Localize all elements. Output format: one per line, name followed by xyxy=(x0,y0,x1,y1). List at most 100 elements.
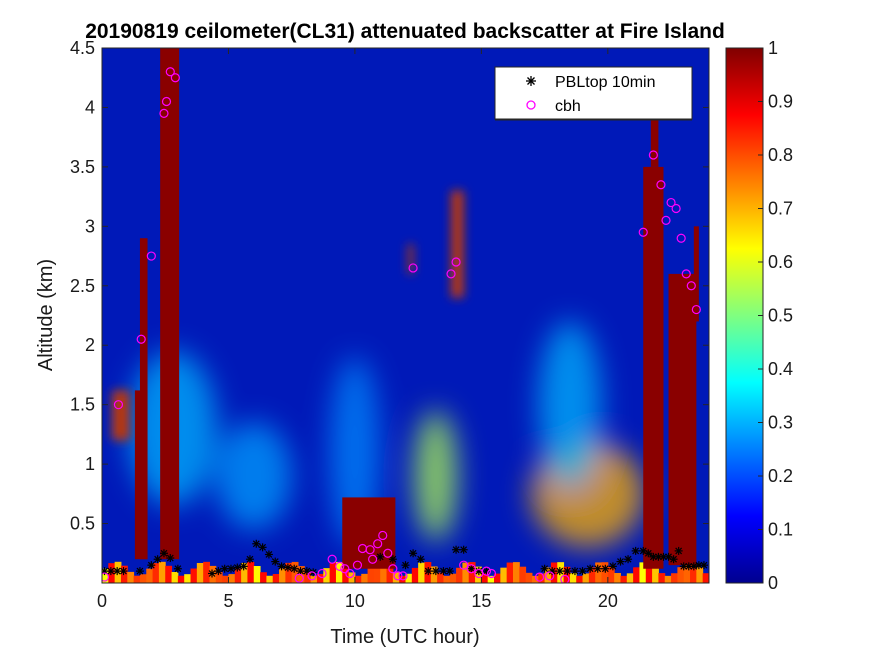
colorbar-tick-label: 0 xyxy=(768,573,778,593)
cbh-point xyxy=(161,96,172,107)
x-tick-label: 0 xyxy=(97,591,107,611)
colorbar-tick-label: 0.1 xyxy=(768,520,793,540)
cbh-point xyxy=(352,560,363,570)
surface-cell xyxy=(443,575,451,583)
surface-cell xyxy=(595,562,603,583)
colorbar-ticks: 0 0.1 0.2 0.3 0.4 0.5 0.6 0.7 0.8 0.9 1 xyxy=(758,38,793,593)
surface-cell xyxy=(418,562,425,583)
surface-cell xyxy=(494,573,501,583)
legend-label-pbltop: PBLtop 10min xyxy=(555,74,656,91)
cbh-point xyxy=(383,548,393,558)
pbl-point xyxy=(699,561,708,570)
y-axis-ticks: 0.5 1 1.5 2 2.5 3 3.5 4 4.5 xyxy=(70,38,709,534)
surface-cell xyxy=(335,561,343,583)
pbl-point xyxy=(570,567,579,576)
pbl-point xyxy=(669,555,678,564)
cbh-point xyxy=(686,281,696,291)
pbl-point xyxy=(654,552,663,561)
surface-cell xyxy=(367,568,375,583)
surface-cell xyxy=(500,567,508,583)
pbl-point xyxy=(296,567,305,576)
pbl-point xyxy=(445,567,454,576)
pbl-point xyxy=(147,561,156,570)
surface-cell xyxy=(260,572,267,583)
cbh-point xyxy=(446,269,456,279)
aerosol-plume xyxy=(215,422,292,530)
surface-cell xyxy=(152,563,160,583)
surface-cell xyxy=(683,562,691,583)
pbl-point xyxy=(482,567,491,576)
surface-cell xyxy=(671,573,678,583)
surface-cell xyxy=(272,574,280,583)
y-axis-label: Altitude (km) xyxy=(35,259,57,371)
pbl-point xyxy=(153,555,162,564)
surface-cell xyxy=(373,562,381,583)
pbl-point xyxy=(586,564,595,573)
pbl-point xyxy=(431,567,440,576)
cloud-column xyxy=(139,238,148,560)
cloud-column xyxy=(160,48,180,560)
colorbar-tick-label: 0.8 xyxy=(768,145,793,165)
surface-cell xyxy=(392,572,400,583)
cbh-point xyxy=(676,233,686,243)
y-tick-label: 3 xyxy=(85,216,95,236)
pbl-point xyxy=(424,567,433,576)
cbh-point xyxy=(691,304,701,315)
pbl-point xyxy=(689,562,698,571)
surface-cell xyxy=(102,568,109,583)
surface-cell xyxy=(487,575,495,583)
surface-cell xyxy=(108,563,116,583)
pbl-point xyxy=(208,569,217,578)
pbl-point xyxy=(233,563,242,572)
surface-cell xyxy=(171,571,179,583)
colorbar-tick-label: 0.4 xyxy=(768,359,793,379)
cbh-point xyxy=(373,539,383,549)
surface-cell xyxy=(582,573,590,583)
cbh-point xyxy=(466,564,476,574)
surface-cell xyxy=(456,567,463,583)
surface-cell xyxy=(658,573,666,583)
surface-cell xyxy=(386,566,394,583)
pbl-point xyxy=(578,567,587,576)
cbh-series xyxy=(102,67,701,583)
surface-cell xyxy=(215,572,223,583)
pbl-point xyxy=(245,555,254,564)
legend-asterisk-icon xyxy=(526,76,536,86)
y-tick-label: 1 xyxy=(85,454,95,474)
surface-cell xyxy=(380,561,388,583)
pbl-point xyxy=(694,561,703,570)
surface-cell xyxy=(348,572,356,583)
y-tick-label: 4.5 xyxy=(70,38,95,58)
cbh-point xyxy=(170,73,180,83)
cbh-point xyxy=(335,561,345,571)
surface-cell xyxy=(607,566,615,583)
pbl-point xyxy=(601,564,610,573)
surface-cell xyxy=(633,567,640,583)
colorbar-gradient xyxy=(726,48,763,583)
surface-cell xyxy=(544,567,552,583)
cloud-column xyxy=(650,95,659,167)
pbl-point xyxy=(563,567,572,576)
pbl-point xyxy=(135,567,144,576)
surface-cell xyxy=(462,562,470,583)
cbh-point xyxy=(666,197,676,208)
surface-cell xyxy=(184,574,192,583)
cbh-point xyxy=(408,263,418,273)
surface-cell xyxy=(190,568,198,583)
cloud-column xyxy=(693,226,699,322)
pbl-point xyxy=(271,557,280,566)
cbh-point xyxy=(459,560,469,570)
pbl-point xyxy=(631,546,640,555)
pbl-point xyxy=(548,567,557,576)
surface-cell xyxy=(481,572,489,583)
pbl-point xyxy=(474,567,483,576)
cbh-point xyxy=(102,572,110,582)
surface-cell xyxy=(652,567,659,583)
x-axis-label: Time (UTC hour) xyxy=(330,626,479,648)
surface-cell xyxy=(645,562,653,583)
pbl-point xyxy=(608,562,617,571)
cbh-point xyxy=(136,334,146,344)
surface-cell xyxy=(639,562,647,583)
y-tick-label: 1.5 xyxy=(70,395,95,415)
